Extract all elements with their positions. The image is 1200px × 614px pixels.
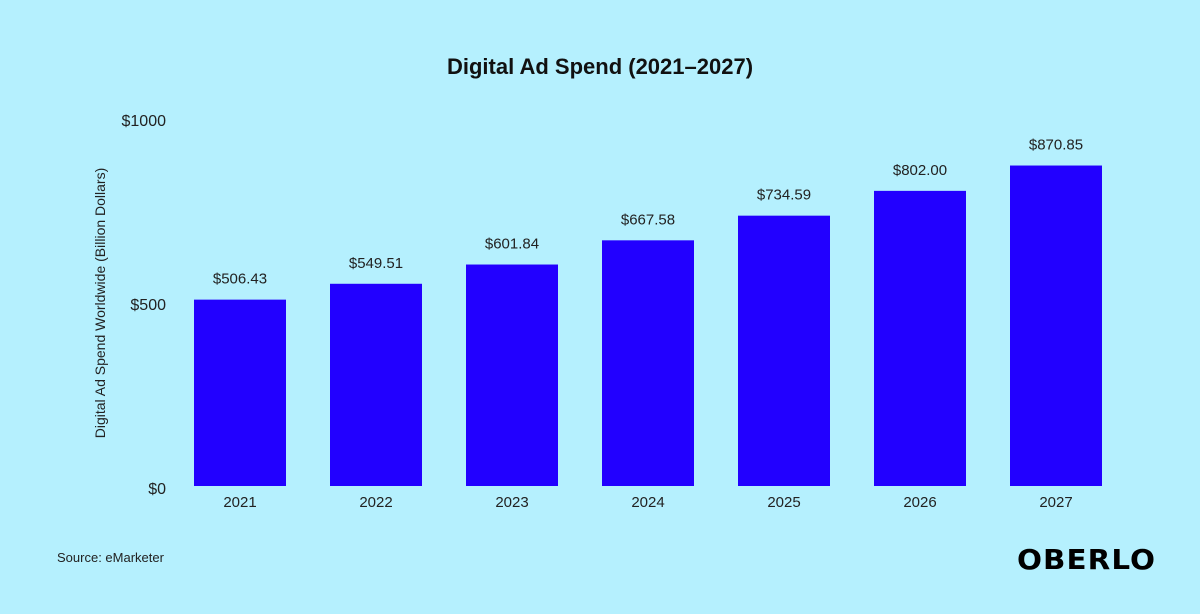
- bar-2023: [466, 264, 558, 486]
- x-tick-label: 2022: [359, 494, 392, 511]
- x-tick-label: 2025: [767, 494, 800, 511]
- data-label: $734.59: [757, 187, 811, 204]
- bar-2025: [738, 215, 830, 486]
- x-tick-label: 2023: [495, 494, 528, 511]
- y-tick-label: $500: [130, 297, 166, 314]
- bar-2022: [330, 283, 422, 486]
- source-note: Source: eMarketer: [57, 550, 164, 565]
- data-label: $506.43: [213, 271, 267, 288]
- y-tick-label: $0: [148, 481, 166, 498]
- bar-2024: [602, 240, 694, 486]
- data-label: $802.00: [893, 162, 947, 179]
- data-label: $870.85: [1029, 137, 1083, 154]
- chart-title: Digital Ad Spend (2021–2027): [446, 54, 754, 79]
- oberlo-logo: OBERLO: [1017, 543, 1157, 576]
- y-tick-label: $1000: [122, 113, 167, 130]
- y-axis-label: Digital Ad Spend Worldwide (Billion Doll…: [92, 168, 108, 439]
- x-tick-label: 2027: [1039, 494, 1072, 511]
- data-label: $549.51: [349, 255, 403, 272]
- data-label: $667.58: [621, 211, 675, 228]
- x-tick-label: 2026: [903, 494, 936, 511]
- bar-2027: [1010, 165, 1102, 486]
- data-label: $601.84: [485, 236, 539, 253]
- bar-2021: [194, 299, 286, 486]
- x-tick-label: 2021: [223, 494, 256, 511]
- bar-2026: [874, 190, 966, 486]
- x-tick-label: 2024: [631, 494, 664, 511]
